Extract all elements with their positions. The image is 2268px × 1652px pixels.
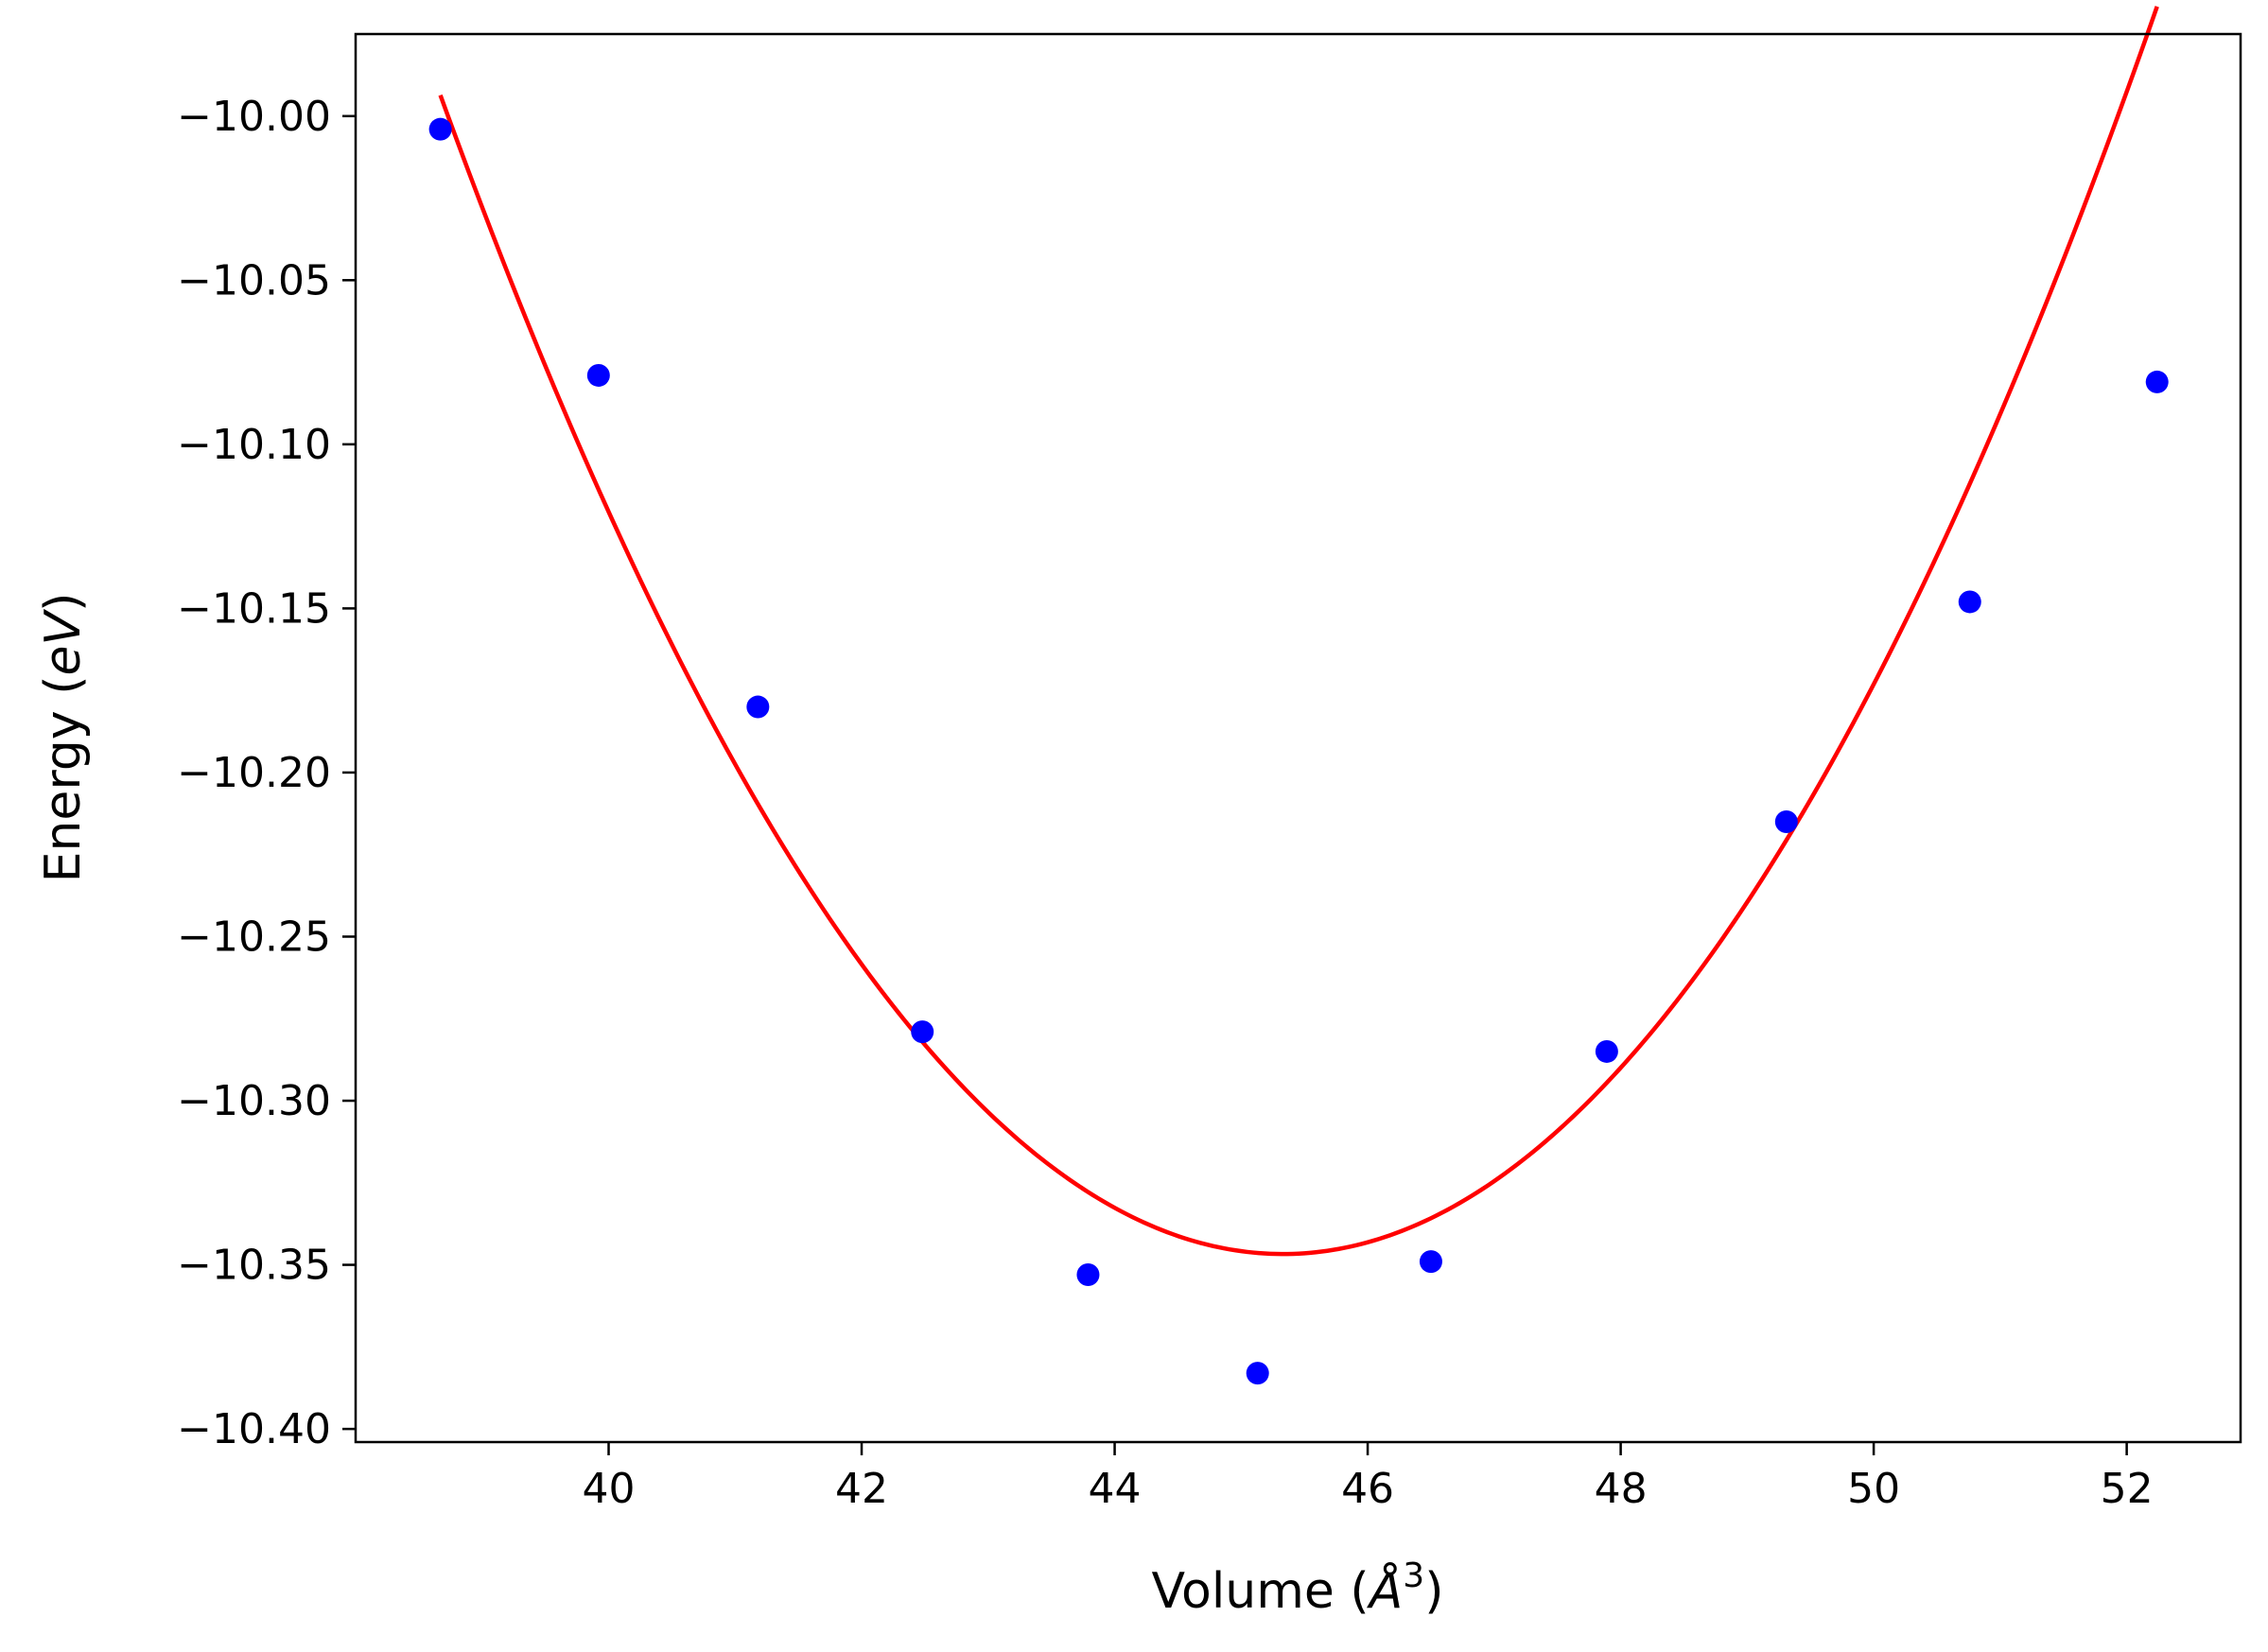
x-axis-ticks: 40 42 44 46 48 50 52 <box>583 1442 2154 1513</box>
data-point <box>586 363 610 387</box>
data-point <box>1958 590 1981 614</box>
x-tick-label: 40 <box>583 1465 636 1513</box>
x-tick-label: 48 <box>1595 1465 1648 1513</box>
data-point <box>746 695 770 719</box>
y-tick-label: −10.30 <box>177 1077 331 1125</box>
fit-curve <box>438 6 2159 1257</box>
data-point <box>1246 1362 1269 1385</box>
data-point <box>2145 370 2169 393</box>
y-axis-title: Energy (eV) <box>35 593 92 883</box>
x-tick-label: 42 <box>835 1465 888 1513</box>
y-tick-label: −10.25 <box>177 913 331 961</box>
x-tick-label: 44 <box>1089 1465 1142 1513</box>
data-point <box>428 117 452 141</box>
data-point <box>1595 1039 1618 1063</box>
data-points <box>428 117 2169 1385</box>
y-tick-label: −10.05 <box>177 256 331 304</box>
x-axis-title: Volume (Å3) <box>1152 1556 1444 1620</box>
x-tick-label: 50 <box>1847 1465 1900 1513</box>
y-tick-label: −10.35 <box>177 1242 331 1290</box>
data-point <box>1419 1250 1442 1274</box>
data-point <box>911 1020 934 1044</box>
y-tick-label: −10.15 <box>177 584 331 633</box>
x-tick-label: 52 <box>2101 1465 2154 1513</box>
x-tick-label: 46 <box>1341 1465 1394 1513</box>
axes-frame <box>354 32 2242 1444</box>
y-tick-label: −10.40 <box>177 1405 331 1453</box>
y-tick-label: −10.00 <box>177 93 331 141</box>
data-point <box>1774 810 1798 834</box>
data-point <box>1076 1262 1100 1286</box>
plot-area <box>428 6 2169 1385</box>
y-axis-ticks: −10.00 −10.05 −10.10 −10.15 −10.20 −10.25 −10.… <box>177 93 356 1453</box>
y-tick-label: −10.10 <box>177 421 331 469</box>
y-tick-label: −10.20 <box>177 749 331 797</box>
